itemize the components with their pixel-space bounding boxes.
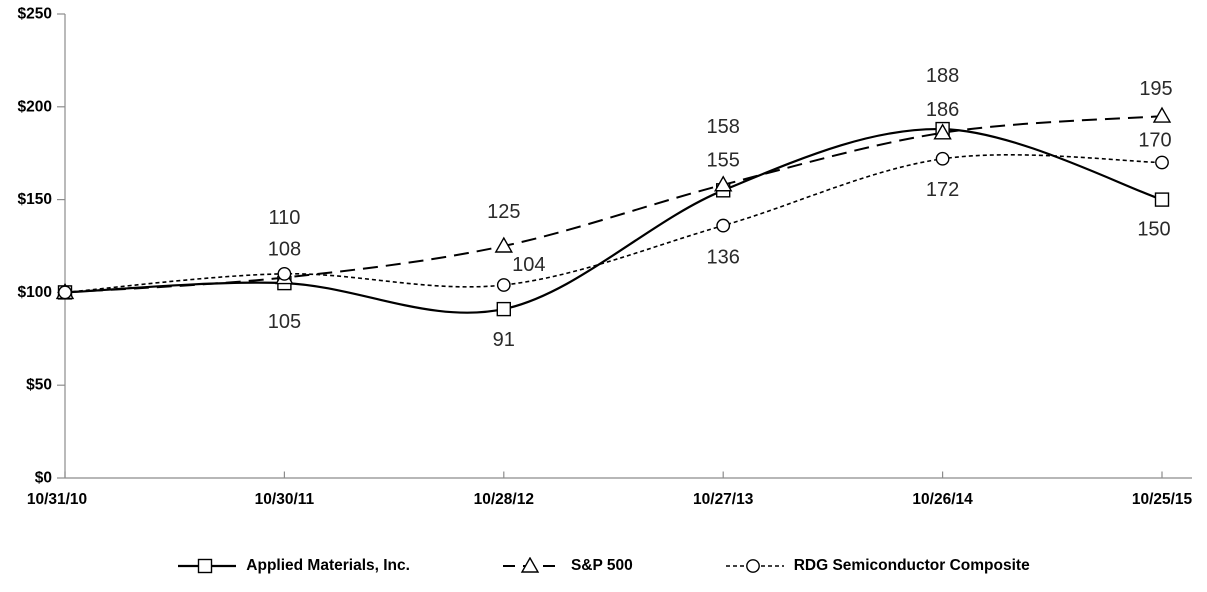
legend-item-s-p-500: S&P 500 — [502, 557, 633, 575]
data-label: 186 — [926, 99, 959, 121]
triangle-marker-icon — [933, 123, 952, 140]
legend-item-applied-materials-inc: Applied Materials, Inc. — [177, 557, 410, 575]
square-marker-icon — [198, 558, 213, 574]
circle-marker-icon — [745, 559, 760, 573]
legend-label: Applied Materials, Inc. — [246, 557, 410, 574]
triangle-marker-icon — [520, 557, 540, 573]
series-applied-materials-inc — [64, 127, 1163, 314]
series-line-s-p-500 — [64, 115, 1163, 294]
y-axis-label: $250 — [18, 6, 52, 23]
series-markers-s-p-500 — [55, 106, 1172, 300]
square-marker-icon — [1154, 192, 1170, 207]
data-label: 158 — [707, 116, 740, 138]
legend-item-rdg-semiconductor-composite: RDG Semiconductor Composite — [725, 557, 1030, 575]
legend-label: S&P 500 — [570, 557, 633, 574]
legend-sample-triangle-icon — [502, 557, 561, 573]
data-label: 195 — [1139, 78, 1172, 100]
legend-label: RDG Semiconductor Composite — [793, 557, 1030, 574]
x-axis-label: 10/31/10 — [27, 491, 87, 508]
chart-legend: Applied Materials, Inc. S&P 500 RDG Semico… — [0, 544, 1207, 588]
data-label: 108 — [268, 239, 301, 261]
circle-marker-icon — [935, 151, 950, 166]
series-rdg-semiconductor-composite — [64, 154, 1163, 294]
series-s-p-500 — [64, 115, 1163, 294]
x-axis-label: 10/25/15 — [1132, 491, 1193, 508]
data-label: 188 — [926, 65, 959, 87]
series-markers-applied-materials-inc — [57, 121, 1170, 317]
series-line-applied-materials-inc — [64, 127, 1163, 314]
data-label: 150 — [1137, 219, 1170, 241]
circle-marker-icon — [496, 278, 511, 292]
legend-sample-square-icon — [178, 558, 237, 574]
square-marker-icon — [496, 301, 511, 317]
data-label: 91 — [493, 329, 515, 351]
data-label: 170 — [1138, 129, 1171, 151]
legend-sample-circle-icon — [725, 559, 784, 573]
x-axis-label: 10/28/12 — [474, 491, 534, 508]
data-label: 104 — [512, 254, 545, 276]
series-line-rdg-semiconductor-composite — [64, 154, 1163, 294]
triangle-marker-icon — [713, 175, 733, 192]
x-axis-label: 10/26/14 — [912, 491, 973, 508]
x-axis-label: 10/30/11 — [255, 491, 315, 508]
data-label: 125 — [487, 201, 520, 223]
circle-marker-icon — [716, 218, 731, 233]
series-markers-rdg-semiconductor-composite — [58, 151, 1169, 300]
y-axis-label: $200 — [18, 98, 52, 115]
y-axis-label: $0 — [35, 470, 52, 487]
y-axis-label: $100 — [18, 284, 52, 301]
data-label: 172 — [926, 179, 959, 201]
data-labels: 110 108 105 125 104 91 158 155 136 188 186 172 195 17… — [268, 65, 1173, 351]
data-label: 155 — [707, 149, 740, 171]
x-axis-label: 10/27/13 — [693, 491, 754, 508]
data-label: 105 — [268, 311, 301, 333]
performance-chart-plot: $0 $50 $100 $150 $200 $250 10/31/10 10/30/11 10/… — [18, 6, 1193, 509]
data-label: 110 — [268, 207, 300, 229]
triangle-marker-icon — [1152, 106, 1172, 123]
triangle-marker-icon — [494, 236, 514, 253]
y-axis-label: $50 — [26, 377, 52, 394]
axes: $0 $50 $100 $150 $200 $250 10/31/10 10/30/11 10/… — [18, 6, 1193, 509]
circle-marker-icon — [58, 285, 72, 300]
circle-marker-icon — [1155, 155, 1169, 170]
y-axis-label: $150 — [18, 191, 52, 208]
circle-marker-icon — [277, 266, 292, 281]
data-label: 136 — [707, 247, 740, 269]
